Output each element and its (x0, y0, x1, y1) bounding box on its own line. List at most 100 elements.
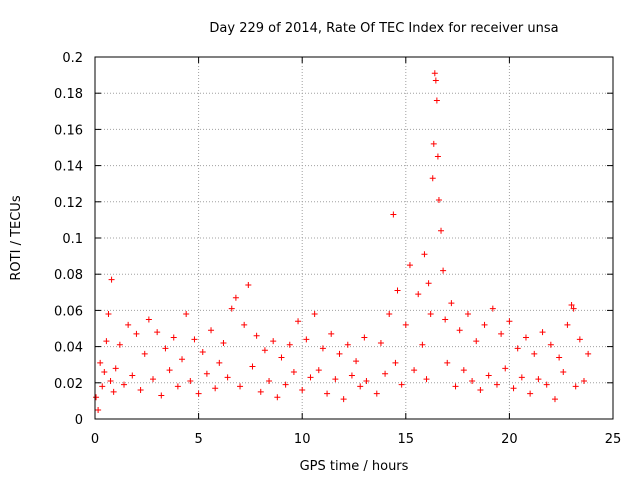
roti-data-point (489, 305, 496, 312)
roti-data-point (452, 383, 459, 390)
roti-data-point (199, 349, 206, 356)
roti-data-point (315, 367, 322, 374)
roti-data-point (406, 262, 413, 269)
roti-data-point (469, 377, 476, 384)
roti-data-point (220, 339, 227, 346)
roti-data-point (344, 341, 351, 348)
roti-data-point (392, 359, 399, 366)
roti-data-point (319, 345, 326, 352)
axis-ticks: 0 0.02 0.04 0.06 0.08 0.1 0.12 0.14 0.16 0.18 0.2 0… (54, 51, 621, 447)
roti-data-point (303, 336, 310, 343)
roti-data-point (442, 316, 449, 323)
roti-data-point (518, 374, 525, 381)
y-tick-label: 0.18 (54, 87, 83, 102)
roti-data-point (576, 336, 583, 343)
roti-data-point (324, 390, 331, 397)
roti-data-point (162, 345, 169, 352)
x-tick-label: 25 (605, 432, 622, 447)
roti-data-point (166, 367, 173, 374)
roti-data-point (107, 377, 114, 384)
y-axis-label: ROTI / TECUs (9, 195, 24, 280)
roti-data-point (485, 372, 492, 379)
roti-data-point (101, 368, 108, 375)
roti-data-point (191, 336, 198, 343)
y-tick-label: 0.1 (62, 232, 83, 247)
x-axis-label: GPS time / hours (300, 459, 409, 474)
roti-data-point (110, 388, 117, 395)
roti-data-point (432, 77, 439, 84)
roti-data-point (531, 350, 538, 357)
roti-data-point (216, 359, 223, 366)
roti-data-point (448, 300, 455, 307)
roti-data-point (99, 383, 106, 390)
roti-data-point (357, 383, 364, 390)
y-tick-label: 0.06 (54, 304, 83, 319)
roti-data-point (237, 383, 244, 390)
grid-lines (95, 57, 613, 419)
roti-data-point (477, 387, 484, 394)
roti-data-point (425, 280, 432, 287)
roti-data-point (421, 251, 428, 258)
roti-data-point (543, 381, 550, 388)
roti-data-point (438, 227, 445, 234)
roti-data-point (493, 381, 500, 388)
roti-data-point (430, 140, 437, 147)
roti-data-point (228, 305, 235, 312)
y-tick-label: 0.14 (54, 160, 83, 175)
roti-data-point (580, 377, 587, 384)
roti-data-point (502, 365, 509, 372)
roti-data-point (363, 377, 370, 384)
roti-data-point (141, 350, 148, 357)
roti-data-point (456, 327, 463, 334)
roti-data-point (423, 376, 430, 383)
roti-data-point (183, 311, 190, 318)
roti-data-point (224, 374, 231, 381)
roti-data-point (570, 305, 577, 312)
roti-data-point (266, 377, 273, 384)
roti-data-point (150, 376, 157, 383)
roti-data-point (332, 376, 339, 383)
roti-data-point (394, 287, 401, 294)
roti-data-point (93, 394, 100, 401)
roti-data-point (411, 367, 418, 374)
roti-data-point (274, 394, 281, 401)
roti-data-point (145, 316, 152, 323)
y-tick-label: 0.08 (54, 268, 83, 283)
roti-data-point (133, 330, 140, 337)
roti-data-point (253, 332, 260, 339)
roti-data-point (390, 211, 397, 218)
roti-data-point (514, 345, 521, 352)
roti-data-point (386, 311, 393, 318)
y-tick-label: 0.16 (54, 123, 83, 138)
roti-data-point (112, 365, 119, 372)
roti-data-point (435, 196, 442, 203)
roti-data-point (460, 367, 467, 374)
roti-data-point (415, 291, 422, 298)
roti-data-point (539, 329, 546, 336)
roti-data-point (377, 339, 384, 346)
roti-data-point (382, 370, 389, 377)
roti-data-point (179, 356, 186, 363)
roti-data-point (290, 368, 297, 375)
roti-data-point (506, 318, 513, 325)
x-tick-label: 0 (91, 432, 99, 447)
roti-data-point (434, 153, 441, 160)
roti-data-point (278, 354, 285, 361)
roti-data-point (556, 354, 563, 361)
roti-data-point (361, 334, 368, 341)
roti-data-point (95, 406, 102, 413)
roti-data-point (427, 311, 434, 318)
y-tick-label: 0.12 (54, 196, 83, 211)
roti-data-point (431, 70, 438, 77)
roti-data-point (299, 387, 306, 394)
roti-data-point (328, 330, 335, 337)
roti-data-point (444, 359, 451, 366)
roti-data-point (498, 330, 505, 337)
roti-data-point (572, 383, 579, 390)
roti-data-point (241, 321, 248, 328)
x-tick-label: 20 (501, 432, 518, 447)
roti-data-point (97, 359, 104, 366)
roti-data-point (551, 396, 558, 403)
x-tick-label: 15 (398, 432, 415, 447)
